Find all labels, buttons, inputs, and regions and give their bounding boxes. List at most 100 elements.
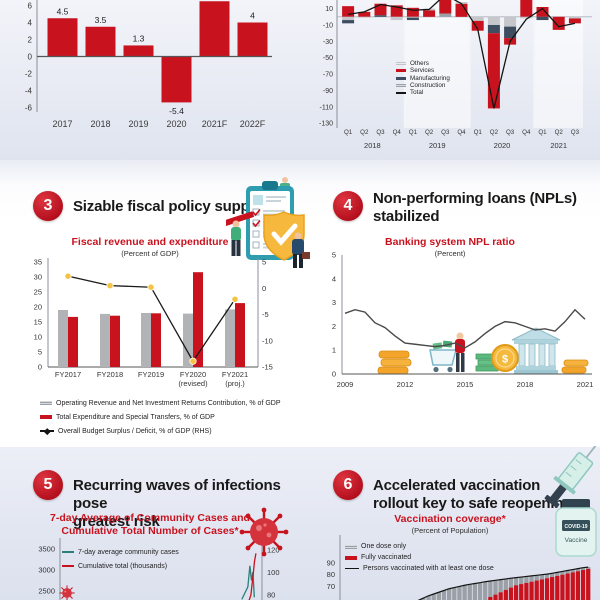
legend-item-budget-balance: Overall Budget Surplus / Deficit, % of G… [40, 424, 281, 438]
svg-text:(proj.): (proj.) [225, 379, 245, 388]
svg-text:Q3: Q3 [506, 129, 515, 136]
svg-text:25: 25 [34, 288, 42, 297]
svg-text:-110: -110 [320, 104, 334, 111]
svg-text:2: 2 [332, 322, 336, 331]
legend-label: 7-day average community cases [78, 548, 179, 556]
svg-text:Q4: Q4 [457, 129, 466, 136]
middle-panel-background [0, 160, 600, 447]
svg-text:-2: -2 [25, 70, 33, 79]
svg-text:2021: 2021 [577, 380, 594, 389]
manufacturing-swatch [396, 76, 406, 80]
svg-text:$: $ [502, 354, 508, 366]
section-5-title: Recurring waves of infections pose great… [73, 477, 281, 530]
cases-chart: 3500 3000 2500 120 100 80 [38, 538, 280, 600]
legend-label: Services [410, 67, 435, 75]
svg-text:FY2019: FY2019 [138, 370, 164, 379]
svg-text:Q1: Q1 [409, 129, 418, 136]
fiscal-clipboard-illustration [226, 177, 310, 268]
legend-item-operating-revenue: Operating Revenue and Net Investment Ret… [40, 396, 281, 410]
fiscal-chart: 35 30 25 20 15 10 5 0 5 0 -5 -10 -15 FY2017 FY2018 FY20… [34, 258, 273, 388]
svg-text:Q4: Q4 [522, 129, 531, 136]
svg-text:-10: -10 [323, 22, 333, 29]
legend-item-one-dose: One dose only [345, 541, 494, 552]
cumulative-total-swatch [62, 565, 74, 567]
svg-text:2018: 2018 [90, 119, 110, 129]
svg-text:2015: 2015 [457, 380, 474, 389]
vial-label-text: Vaccine [565, 537, 588, 544]
fiscal-chart-subtitle: (Percent of GDP) [121, 249, 179, 258]
svg-text:2009: 2009 [337, 380, 354, 389]
legend-item-fully-vaccinated: Fully vaccinated [345, 552, 494, 563]
red-pencil-icon [226, 211, 255, 227]
svg-text:2021F: 2021F [202, 119, 228, 129]
npl-chart-subtitle: (Percent) [434, 249, 466, 258]
legend-item-total: Total [396, 89, 450, 96]
svg-text:5: 5 [262, 258, 266, 267]
svg-text:Q2: Q2 [425, 129, 434, 136]
legend-item-manufacturing: Manufacturing [396, 75, 450, 82]
section-number: 3 [43, 197, 53, 214]
svg-text:4.5: 4.5 [57, 6, 69, 16]
section-number: 6 [343, 476, 353, 493]
revenue-swatch [40, 401, 52, 405]
svg-text:2012: 2012 [397, 380, 414, 389]
svg-text:-130: -130 [319, 121, 333, 128]
money-and-bank-illustration: $ [377, 327, 589, 375]
vaccination-chart-subtitle: (Percent of Population) [411, 526, 489, 535]
section-3-number-badge: 3 [33, 191, 63, 221]
svg-text:80: 80 [267, 591, 275, 600]
legend-item-services: Services [396, 67, 450, 74]
svg-text:-4: -4 [25, 87, 33, 96]
svg-text:2: 2 [28, 36, 33, 45]
svg-text:4: 4 [332, 274, 336, 283]
svg-text:Q2: Q2 [360, 129, 369, 136]
svg-text:2020: 2020 [494, 141, 511, 150]
sitting-person-icon [282, 177, 288, 183]
legend-item-expenditure: Total Expenditure and Special Transfers,… [40, 410, 281, 424]
svg-text:20: 20 [34, 303, 42, 312]
balance-line-swatch [40, 430, 54, 432]
section-4-number-badge: 4 [333, 191, 363, 221]
cases-chart-title: 7-day Average of Community Cases and Cum… [50, 512, 250, 537]
vaccine-vial-icon: COVID-19 Vaccine [555, 499, 597, 557]
fiscal-chart-title: Fiscal revenue and expenditure [71, 236, 229, 248]
svg-text:5: 5 [332, 251, 336, 260]
coin-stack-icon [377, 366, 409, 375]
svg-text:0: 0 [332, 370, 336, 379]
svg-text:Q1: Q1 [344, 129, 353, 136]
svg-text:0: 0 [38, 363, 42, 372]
legend-label: Manufacturing [410, 74, 450, 82]
legend-label: Others [410, 60, 429, 67]
svg-text:90: 90 [327, 559, 335, 568]
legend-label: One dose only [361, 543, 407, 550]
svg-text:Q3: Q3 [441, 129, 450, 136]
legend-label: Overall Budget Surplus / Deficit, % of G… [58, 427, 212, 435]
legend-label: Fully vaccinated [361, 554, 412, 561]
person-green-icon [232, 220, 240, 228]
svg-text:Q3: Q3 [571, 129, 580, 136]
svg-text:10: 10 [34, 333, 42, 342]
shield-check-icon [271, 223, 298, 246]
svg-text:-50: -50 [323, 55, 333, 62]
svg-text:4: 4 [28, 19, 33, 28]
section-number: 4 [343, 197, 353, 214]
one-dose-swatch [345, 544, 357, 549]
virus-icon [239, 507, 289, 557]
svg-text:10: 10 [325, 6, 333, 13]
svg-text:0: 0 [262, 284, 266, 293]
section-3-title: Sizable fiscal policy support [73, 198, 269, 215]
vaccination-chart-title: Vaccination coverage* [394, 513, 506, 525]
briefcase-icon [302, 252, 310, 259]
vaccination-chart: 90 80 70 [327, 535, 591, 600]
svg-text:3.5: 3.5 [95, 15, 107, 25]
fiscal-chart-legend: Operating Revenue and Net Investment Ret… [40, 396, 281, 438]
shopping-cart-icon [429, 349, 457, 366]
svg-text:70: 70 [327, 582, 335, 591]
legend-item-others: Others [396, 60, 450, 67]
svg-text:35: 35 [34, 258, 42, 267]
section-6-number-badge: 6 [333, 470, 363, 500]
svg-text:-70: -70 [323, 72, 333, 79]
svg-text:2018: 2018 [364, 141, 381, 150]
legend-item-construction: Construction [396, 82, 450, 89]
sector-chart-legend: Others Services Manufacturing Constructi… [396, 60, 450, 96]
